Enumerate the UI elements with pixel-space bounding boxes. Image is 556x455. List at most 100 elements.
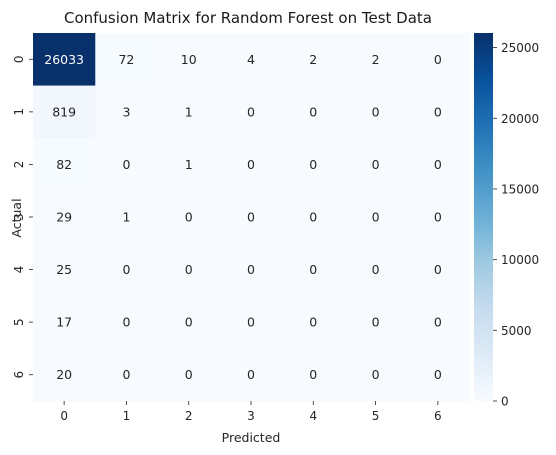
cell-label-r2-c1: 0 — [122, 157, 130, 172]
cell-label-r1-c4: 0 — [309, 104, 317, 119]
x-tick-label-2: 2 — [185, 409, 193, 423]
heatmap-cell-r6-c5 — [344, 348, 408, 402]
heatmap-cell-r5-c4 — [282, 295, 346, 350]
cell-label-r4-c3: 0 — [247, 262, 255, 277]
heatmap-cell-r3-c4 — [282, 190, 346, 244]
heatmap-cell-r1-c3 — [219, 85, 283, 139]
heatmap-cell-r1-c5 — [344, 85, 408, 139]
heatmap-cell-r2-c0 — [33, 138, 96, 192]
heatmap-cell-r3-c5 — [344, 190, 408, 244]
heatmap-cell-r4-c6 — [406, 243, 470, 297]
cell-label-r2-c0: 82 — [56, 157, 72, 172]
cell-label-r6-c0: 20 — [56, 367, 72, 382]
heatmap-cells — [33, 33, 470, 402]
colorbar-tick-label-0: 0 — [501, 395, 509, 409]
chart-title: Confusion Matrix for Random Forest on Te… — [64, 9, 432, 27]
heatmap-cell-r3-c2 — [157, 190, 221, 244]
cell-label-r4-c1: 0 — [122, 262, 130, 277]
y-axis-ticks: 0 1 2 3 4 5 6 — [12, 55, 33, 379]
cell-label-r3-c4: 0 — [309, 210, 317, 225]
heatmap-cell-r2-c6 — [406, 138, 470, 192]
cell-label-r3-c2: 0 — [185, 210, 193, 225]
cell-label-r1-c6: 0 — [434, 104, 442, 119]
cell-label-r3-c6: 0 — [434, 210, 442, 225]
heatmap-cell-r0-c4 — [282, 33, 346, 87]
x-axis-ticks: 0 1 2 3 4 5 6 — [60, 401, 442, 423]
colorbar-tick-label-2: 10000 — [501, 253, 539, 267]
heatmap-cell-r2-c5 — [344, 138, 408, 192]
cell-label-r3-c1: 1 — [122, 210, 130, 225]
heatmap-cell-r4-c2 — [157, 243, 221, 297]
heatmap-cell-r6-c6 — [406, 348, 470, 402]
heatmap-cell-r0-c2 — [157, 33, 221, 87]
cell-label-r0-c6: 0 — [434, 52, 442, 67]
cell-label-r1-c5: 0 — [372, 104, 380, 119]
cell-label-r6-c5: 0 — [372, 367, 380, 382]
heatmap-cell-r2-c1 — [95, 138, 159, 192]
cell-label-r5-c2: 0 — [185, 315, 193, 330]
colorbar — [474, 33, 493, 401]
heatmap-cell-r2-c4 — [282, 138, 346, 192]
heatmap-cell-r6-c1 — [95, 348, 159, 402]
x-tick-label-0: 0 — [60, 409, 68, 423]
cell-label-r2-c5: 0 — [372, 157, 380, 172]
cell-label-r5-c0: 17 — [56, 315, 72, 330]
heatmap-cell-r2-c2 — [157, 138, 221, 192]
y-tick-label-5: 5 — [12, 318, 26, 326]
cell-label-r0-c0: 26033 — [44, 52, 84, 67]
heatmap-cell-r5-c1 — [95, 295, 159, 350]
cell-label-r5-c6: 0 — [434, 315, 442, 330]
cell-label-r6-c3: 0 — [247, 367, 255, 382]
heatmap-cell-r0-c0 — [33, 33, 96, 87]
cell-label-r2-c3: 0 — [247, 157, 255, 172]
heatmap-cell-r3-c1 — [95, 190, 159, 244]
cell-label-r6-c2: 0 — [185, 367, 193, 382]
x-tick-label-5: 5 — [372, 409, 380, 423]
x-tick-label-6: 6 — [434, 409, 442, 423]
heatmap-cell-r3-c3 — [219, 190, 283, 244]
y-tick-label-3: 3 — [12, 213, 26, 221]
y-tick-label-0: 0 — [12, 55, 26, 63]
cell-label-r4-c5: 0 — [372, 262, 380, 277]
cell-label-r3-c0: 29 — [56, 210, 72, 225]
heatmap-cell-r0-c3 — [219, 33, 283, 87]
cell-label-r0-c3: 4 — [247, 52, 255, 67]
cell-label-r5-c1: 0 — [122, 315, 130, 330]
x-axis-label: Predicted — [222, 430, 281, 445]
colorbar-tick-label-1: 5000 — [501, 324, 532, 338]
heatmap-cell-r0-c5 — [344, 33, 408, 87]
x-tick-label-3: 3 — [247, 409, 255, 423]
colorbar-tick-label-4: 20000 — [501, 112, 539, 126]
heatmap-cell-r0-c6 — [406, 33, 470, 87]
cell-label-r2-c2: 1 — [185, 157, 193, 172]
cell-label-r0-c5: 2 — [372, 52, 380, 67]
cell-label-r0-c2: 10 — [181, 52, 197, 67]
heatmap-cell-r4-c3 — [219, 243, 283, 297]
cell-label-r6-c4: 0 — [309, 367, 317, 382]
heatmap-cell-r0-c1 — [95, 33, 159, 87]
y-tick-label-2: 2 — [12, 161, 26, 169]
heatmap-cell-r5-c2 — [157, 295, 221, 350]
heatmap-cell-r6-c4 — [282, 348, 346, 402]
heatmap-cell-r6-c3 — [219, 348, 283, 402]
heatmap-cell-r5-c6 — [406, 295, 470, 350]
cell-label-r1-c0: 819 — [52, 104, 76, 119]
heatmap-cell-r1-c0 — [33, 85, 96, 139]
cell-label-r4-c2: 0 — [185, 262, 193, 277]
heatmap-cell-r3-c6 — [406, 190, 470, 244]
cell-label-r1-c2: 1 — [185, 104, 193, 119]
cell-label-r2-c6: 0 — [434, 157, 442, 172]
cell-label-r0-c1: 72 — [118, 52, 134, 67]
heatmap-cell-r5-c5 — [344, 295, 408, 350]
heatmap-cell-r3-c0 — [33, 190, 96, 244]
heatmap-cell-r6-c0 — [33, 348, 96, 402]
heatmap-cell-r4-c1 — [95, 243, 159, 297]
cell-label-r3-c3: 0 — [247, 210, 255, 225]
x-tick-label-4: 4 — [309, 409, 317, 423]
heatmap-cell-r2-c3 — [219, 138, 283, 192]
y-axis-label: Actual — [9, 198, 24, 237]
y-tick-label-4: 4 — [12, 266, 26, 274]
cell-label-r2-c4: 0 — [309, 157, 317, 172]
